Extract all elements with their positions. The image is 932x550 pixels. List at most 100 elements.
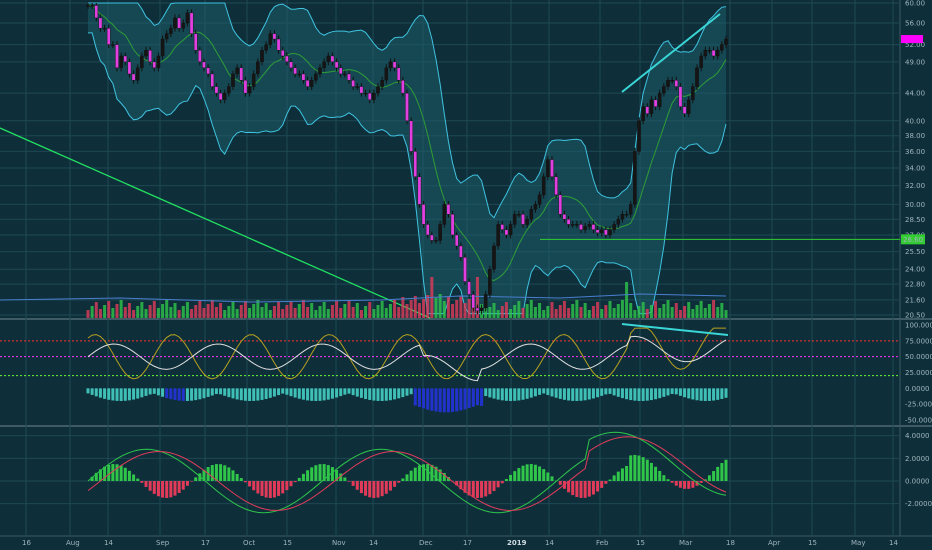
momentum-histogram-bar [264,481,268,498]
volume-bar [281,309,285,318]
candle-body [185,12,190,24]
oscillator-histogram-bar [310,388,314,401]
candle-body [691,86,695,100]
volume-bar [695,305,699,318]
oscillator-histogram-bar [687,388,691,399]
candle-body [529,209,534,220]
volume-bar [86,310,90,318]
volume-bar [181,306,185,318]
candle-body [115,44,119,69]
volume-bar [571,304,575,318]
time-axis-label: Apr [768,539,780,547]
price-tick-label: 56.00 [905,20,925,28]
momentum-histogram-bar [314,465,318,481]
oscillator-histogram-bar [364,388,368,400]
volume-bar [529,300,533,318]
momentum-histogram-bar [401,478,405,481]
volume-bar [604,305,608,318]
candle-body [243,79,248,94]
candle-body [682,106,687,114]
oscillator-tick-label: 50.0000 [905,353,932,361]
price-tick-label: 21.60 [905,296,925,304]
momentum-histogram-bar [202,469,206,481]
momentum-histogram-bar [649,462,653,481]
oscillator-histogram-bar [492,388,496,399]
candle-body [276,38,281,51]
momentum-histogram-bar [272,481,276,498]
oscillator-histogram-bar [335,388,339,398]
oscillator-histogram-bar [521,388,525,400]
volume-bar [683,306,687,318]
price-tick-label: 40.00 [905,117,925,125]
candle-body [156,55,161,69]
momentum-histogram-bar [368,481,372,498]
momentum-histogram-bar [177,481,181,493]
candle-body [566,219,571,225]
oscillator-histogram-bar [683,388,687,398]
candle-body [392,61,397,69]
oscillator-histogram-bar [264,388,268,399]
oscillator-histogram-bar [119,388,123,401]
volume-bar [359,310,363,318]
oscillator-histogram-bar [720,388,724,399]
momentum-histogram-bar [144,481,148,487]
oscillator-histogram-bar [380,388,384,401]
oscillator-histogram-bar [467,388,471,409]
oscillator-histogram-bar [637,388,641,401]
oscillator-histogram-bar [326,388,330,400]
volume-bar [326,309,330,318]
volume-bar [314,310,318,318]
volume-bar [492,303,496,318]
candle-body [210,73,215,87]
oscillator-histogram-bar [372,388,376,401]
momentum-histogram-bar [127,470,131,481]
volume-bar [351,307,355,318]
oscillator-histogram-bar [670,388,674,394]
momentum-histogram-bar [297,477,301,481]
oscillator-histogram-bar [446,388,450,413]
momentum-histogram-bar [351,481,355,486]
price-tick-label: 24.00 [905,266,925,274]
momentum-histogram-bar [637,455,641,481]
oscillator-histogram-bar [339,388,343,397]
oscillator-histogram-bar [604,388,608,395]
volume-ma-line [0,293,727,303]
volume-bar [115,304,119,318]
momentum-histogram-bar [434,466,438,481]
oscillator-histogram-bar [103,388,107,399]
volume-bar [289,301,293,318]
candle-body [301,73,306,81]
candle-body [148,50,152,63]
oscillator-histogram-bar [169,388,173,400]
time-axis-label: Dec [419,539,433,547]
momentum-histogram-bar [426,464,430,481]
oscillator-histogram-bar [707,388,711,401]
candle-body [264,44,268,51]
candle-body [686,99,691,114]
candle-body [94,5,99,19]
volume-bar [463,303,467,318]
oscillator-histogram-bar [591,388,595,399]
candle-body [434,240,438,242]
candle-body [285,55,289,63]
volume-bar [538,303,542,318]
momentum-histogram-bar [330,467,334,481]
momentum-histogram-bar [455,481,459,486]
oscillator-histogram-bar [558,388,562,399]
candle-body [608,229,612,236]
oscillator-histogram-bar [277,388,281,396]
time-axis-label: Sep [156,539,170,547]
oscillator-histogram-bar [330,388,334,399]
momentum-slow-line [87,436,727,511]
candle-body [442,204,447,225]
momentum-histogram-bar [716,466,720,481]
candle-body [562,214,567,220]
oscillator-histogram-bar [658,388,662,399]
momentum-histogram-bar [525,464,529,481]
candle-body [550,159,554,177]
oscillator-tick-label: 100.0000 [905,322,932,330]
momentum-histogram-bar [521,465,525,481]
oscillator-histogram-bar [533,388,537,397]
